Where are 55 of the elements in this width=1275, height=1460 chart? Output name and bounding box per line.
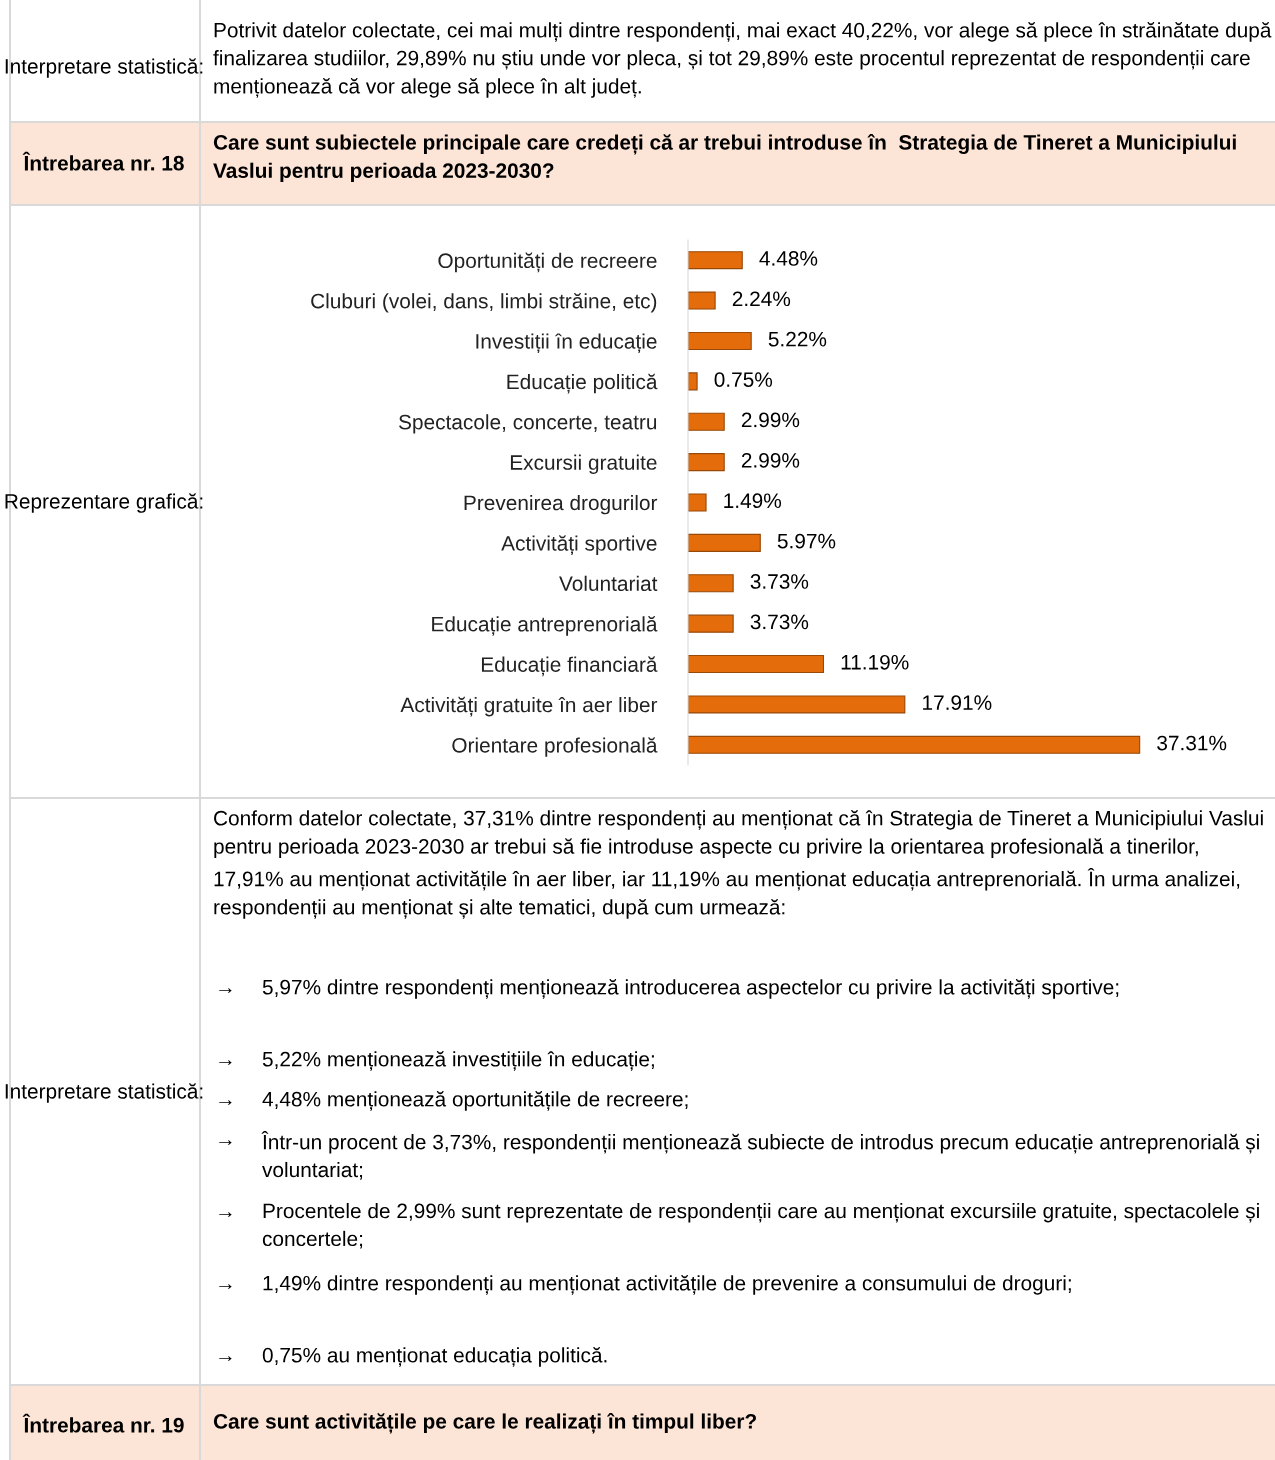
data-label: 2.99%	[741, 412, 800, 428]
y-tick-label: Activități sportive	[501, 535, 657, 555]
data-label: 0.75%	[714, 372, 773, 387]
y-tick-label: Excursii gratuite	[510, 454, 657, 474]
bar	[688, 655, 825, 674]
bar	[688, 493, 707, 512]
text: Interpretare statistică:	[5, 1083, 203, 1103]
text: → 5,22% menționează investițiile în educație;	[219, 1051, 654, 1071]
y-tick-label: Prevenirea drogurilor	[464, 494, 658, 515]
text: Potrivit datelor colectate, cei mai mulți dintre respondenți, mai exact 40,22%, vor alege să plece în străinătate după finalizarea studiilor, 29,89% nu știu unde vor pleca, și tot 29,89% este procentul reprezentat de respondenții care menționează că vor alege să plece în alt județ.	[213, 22, 1272, 98]
bar	[688, 533, 761, 552]
data-label: 5.97%	[777, 533, 836, 549]
text: → 1,49% dintre respondenți au menționat activitățile de prevenire a consumului de droguri;	[219, 1275, 1071, 1295]
text: Interpretare statistică:	[5, 58, 203, 78]
y-tick-label: Voluntariat	[559, 575, 658, 592]
data-label: 2.24%	[732, 291, 791, 307]
data-label: 1.49%	[724, 493, 782, 509]
data-label: 3.73%	[750, 614, 809, 630]
data-label: 11.19%	[841, 654, 909, 670]
text: → Într-un procent de 3,73%, respondenții menționează subiecte de introdus precum educație antreprenorială și voluntariat;	[219, 1131, 1259, 1180]
text: Întrebarea nr. 18	[22, 151, 184, 171]
bar	[688, 695, 906, 714]
text: Conform datelor colectate, 37,31% dintre respondenți au menționat că în Strategia de Tineret a Municipiului Vaslui pentru perioada 2023-2030 ar trebui să fie introduse aspecte cu privire la orientarea profesională a tinerilor, 17,91% au menționat activitățile în aer liber, iar 11,19% au menționat educația antreprenorială. În urma analizei, respondenții au menționat și alte tematici, după cum urmează:	[214, 810, 1263, 919]
bar	[688, 251, 743, 270]
data-label: 17.91%	[923, 695, 992, 711]
bar	[688, 372, 698, 391]
y-tick-label: Educație politică	[507, 373, 658, 394]
bar	[688, 412, 725, 431]
text: → 5,97% dintre respondenți menționează introducerea aspectelor cu privire la activități sportive;	[219, 979, 1119, 999]
text: → 4,48% menționează oportunitățile de recreere;	[219, 1091, 688, 1111]
data-label: 5.22%	[768, 331, 827, 347]
bar	[688, 453, 725, 472]
data-label: 37.31%	[1157, 735, 1227, 751]
y-tick-label: Spectacole, concerte, teatru	[399, 414, 657, 434]
bar	[688, 331, 752, 350]
y-tick-label: Oportunități de recreere	[438, 252, 657, 273]
y-tick-label: Educație antreprenorială	[432, 615, 658, 636]
bar	[688, 735, 1141, 754]
text: Care sunt activitățile pe care le realizați în timpul liber?	[213, 1413, 756, 1434]
data-label: 4.48%	[759, 251, 818, 266]
text: Reprezentare grafică:	[5, 493, 203, 513]
y-tick-label: Educație financiară	[481, 656, 658, 677]
y-tick-label: Cluburi (volei, dans, limbi străine, etc)	[311, 292, 657, 313]
data-label: 3.73%	[750, 574, 809, 589]
y-tick-label: Investiții în educație	[476, 333, 657, 353]
text: → Procentele de 2,99% sunt reprezentate de respondenții care au menționat excursiile gratuite, spectacolele și concertele;	[219, 1203, 1259, 1249]
data-label: 2.99%	[741, 452, 800, 468]
bar	[688, 291, 716, 310]
y-tick-label: Orientare profesională	[452, 737, 658, 757]
y-tick-label: Activități gratuite în aer liber	[400, 696, 658, 717]
bar	[688, 574, 734, 593]
text: → 0,75% au menționat educația politică.	[219, 1347, 607, 1367]
bar	[688, 614, 734, 633]
text: Care sunt subiectele principale care credeți că ar trebui introduse în Strategia de Tineret a Municipiului Vaslui pentru perioada 2023-2030?	[213, 134, 1236, 183]
text: Întrebarea nr. 19	[22, 1413, 184, 1433]
